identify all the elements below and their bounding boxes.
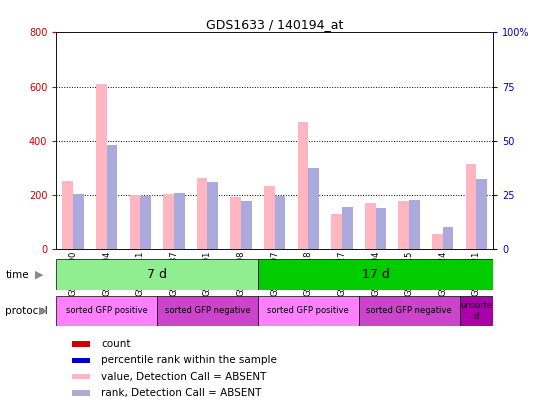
Bar — [432, 234, 443, 249]
Bar — [163, 194, 174, 249]
Bar — [73, 194, 84, 249]
Bar — [443, 227, 453, 249]
Bar — [130, 195, 140, 249]
Text: 17 d: 17 d — [362, 268, 390, 281]
Text: time: time — [5, 270, 29, 279]
Bar — [264, 186, 274, 249]
Bar — [241, 201, 252, 249]
Text: sorted GFP negative: sorted GFP negative — [165, 306, 250, 315]
Bar — [365, 203, 376, 249]
Text: ▶: ▶ — [35, 270, 43, 279]
Bar — [107, 145, 117, 249]
Bar — [308, 168, 319, 249]
Bar — [72, 341, 90, 347]
Bar — [342, 207, 353, 249]
Bar — [466, 164, 477, 249]
Bar — [477, 179, 487, 249]
Text: rank, Detection Call = ABSENT: rank, Detection Call = ABSENT — [101, 388, 262, 398]
Text: ▶: ▶ — [39, 306, 47, 316]
Text: percentile rank within the sample: percentile rank within the sample — [101, 356, 277, 365]
Bar — [398, 201, 409, 249]
Bar — [157, 296, 258, 326]
Text: sorted GFP negative: sorted GFP negative — [366, 306, 452, 315]
Bar — [174, 193, 184, 249]
Text: count: count — [101, 339, 131, 349]
Bar — [207, 182, 218, 249]
Text: protocol: protocol — [5, 306, 48, 316]
Bar — [274, 196, 286, 249]
Bar — [258, 259, 493, 290]
Bar — [297, 122, 308, 249]
Bar — [376, 208, 386, 249]
Bar — [72, 390, 90, 396]
Bar — [258, 296, 359, 326]
Bar — [72, 374, 90, 379]
Bar — [331, 214, 342, 249]
Bar — [359, 296, 459, 326]
Text: unsorte
d: unsorte d — [460, 301, 493, 320]
Bar — [72, 358, 90, 363]
Text: 7 d: 7 d — [147, 268, 167, 281]
Text: sorted GFP positive: sorted GFP positive — [267, 306, 349, 315]
Bar — [230, 197, 241, 249]
Bar — [409, 200, 420, 249]
Bar — [197, 178, 207, 249]
Text: sorted GFP positive: sorted GFP positive — [66, 306, 147, 315]
Bar — [96, 84, 107, 249]
Text: value, Detection Call = ABSENT: value, Detection Call = ABSENT — [101, 372, 267, 382]
Bar — [62, 181, 73, 249]
Title: GDS1633 / 140194_at: GDS1633 / 140194_at — [206, 18, 344, 31]
Bar — [56, 296, 157, 326]
Bar — [140, 196, 151, 249]
Bar — [459, 296, 493, 326]
Bar — [56, 259, 258, 290]
